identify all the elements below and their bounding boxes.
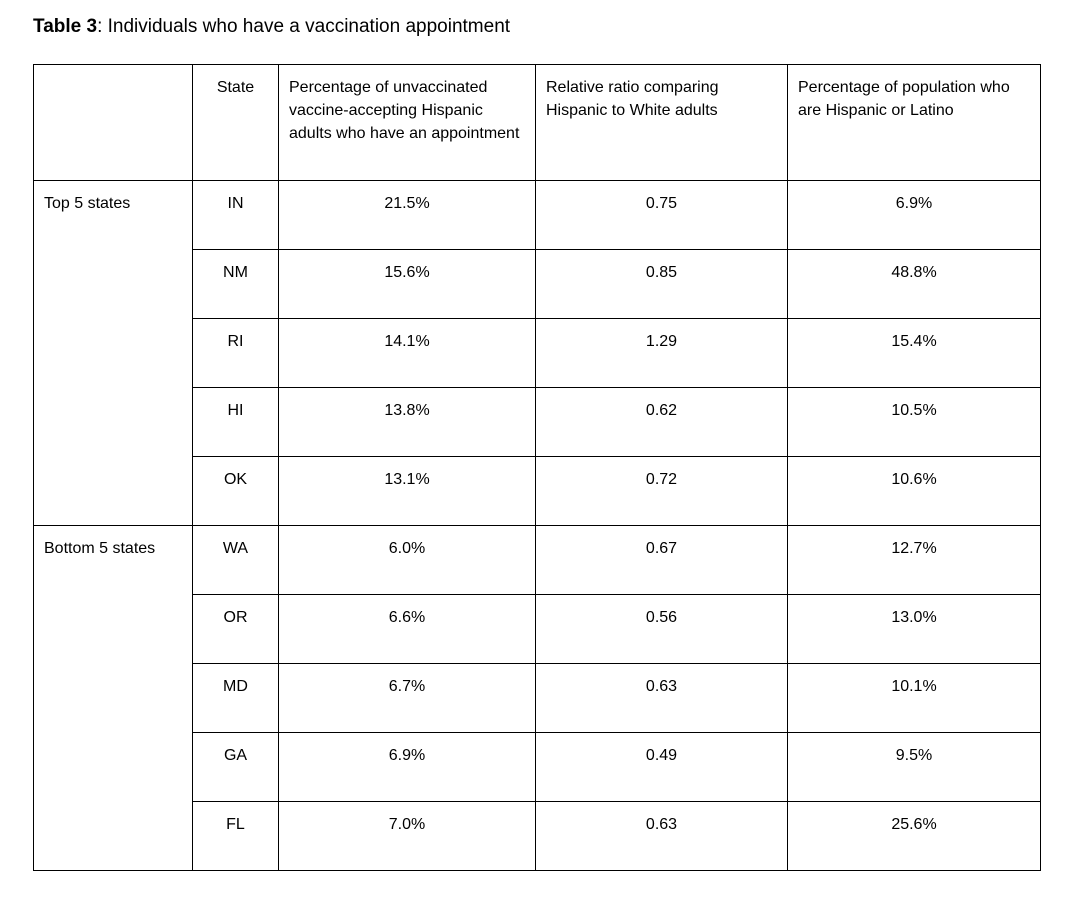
group-label-top5: Top 5 states	[33, 180, 193, 526]
table-row: Bottom 5 states WA 6.0% 0.67 12.7%	[33, 525, 1041, 871]
pct-appointment-cell: 14.1%	[278, 318, 536, 388]
pct-population-cell: 10.6%	[787, 456, 1041, 526]
table-row: OK 13.1% 0.72 10.6%	[34, 456, 1041, 526]
column-header-pct-population: Percentage of population who are Hispani…	[787, 64, 1041, 181]
state-cell: WA	[192, 525, 279, 595]
relative-ratio-cell: 0.56	[535, 594, 788, 664]
state-cell: GA	[192, 732, 279, 802]
state-cell: OR	[192, 594, 279, 664]
column-header-state: State	[192, 64, 279, 181]
relative-ratio-cell: 0.85	[535, 249, 788, 319]
state-cell: RI	[192, 318, 279, 388]
page-title: Table 3: Individuals who have a vaccinat…	[33, 15, 1072, 39]
header-row: State Percentage of unvaccinated vaccine…	[33, 64, 1041, 181]
relative-ratio-cell: 0.67	[535, 525, 788, 595]
corner-header-cell	[33, 64, 193, 181]
pct-population-cell: 12.7%	[787, 525, 1041, 595]
pct-appointment-cell: 6.0%	[278, 525, 536, 595]
relative-ratio-cell: 1.29	[535, 318, 788, 388]
table-row: HI 13.8% 0.62 10.5%	[34, 387, 1041, 457]
relative-ratio-cell: 0.75	[535, 180, 788, 250]
pct-population-cell: 25.6%	[787, 801, 1041, 871]
table-row: Top 5 states IN 21.5% 0.75 6.9%	[33, 180, 1041, 526]
relative-ratio-cell: 0.72	[535, 456, 788, 526]
pct-population-cell: 10.1%	[787, 663, 1041, 733]
pct-population-cell: 9.5%	[787, 732, 1041, 802]
pct-appointment-cell: 6.6%	[278, 594, 536, 664]
pct-appointment-cell: 15.6%	[278, 249, 536, 319]
table-row: GA 6.9% 0.49 9.5%	[34, 732, 1041, 802]
relative-ratio-cell: 0.63	[535, 801, 788, 871]
pct-appointment-cell: 7.0%	[278, 801, 536, 871]
state-cell: MD	[192, 663, 279, 733]
state-cell: NM	[192, 249, 279, 319]
pct-population-cell: 6.9%	[787, 180, 1041, 250]
pct-appointment-cell: 6.9%	[278, 732, 536, 802]
pct-appointment-cell: 13.8%	[278, 387, 536, 457]
table-caption-number: Table 3	[33, 16, 98, 37]
pct-population-cell: 13.0%	[787, 594, 1041, 664]
table-row: MD 6.7% 0.63 10.1%	[34, 663, 1041, 733]
column-header-relative-ratio: Relative ratio comparing Hispanic to Whi…	[535, 64, 788, 181]
relative-ratio-cell: 0.62	[535, 387, 788, 457]
table-row: RI 14.1% 1.29 15.4%	[34, 318, 1041, 388]
relative-ratio-cell: 0.63	[535, 663, 788, 733]
state-cell: IN	[192, 180, 279, 250]
pct-appointment-cell: 13.1%	[278, 456, 536, 526]
relative-ratio-cell: 0.49	[535, 732, 788, 802]
pct-appointment-cell: 21.5%	[278, 180, 536, 250]
column-header-pct-appointment: Percentage of unvaccinated vaccine-accep…	[278, 64, 536, 181]
state-cell: FL	[192, 801, 279, 871]
state-cell: OK	[192, 456, 279, 526]
vaccination-appointment-table: State Percentage of unvaccinated vaccine…	[33, 64, 1041, 871]
table-caption-text: : Individuals who have a vaccination app…	[97, 16, 511, 37]
state-cell: HI	[192, 387, 279, 457]
table-row: FL 7.0% 0.63 25.6%	[34, 801, 1041, 871]
pct-appointment-cell: 6.7%	[278, 663, 536, 733]
pct-population-cell: 10.5%	[787, 387, 1041, 457]
pct-population-cell: 15.4%	[787, 318, 1041, 388]
group-label-bottom5: Bottom 5 states	[33, 525, 193, 871]
pct-population-cell: 48.8%	[787, 249, 1041, 319]
table-row: OR 6.6% 0.56 13.0%	[34, 594, 1041, 664]
table-row: NM 15.6% 0.85 48.8%	[34, 249, 1041, 319]
